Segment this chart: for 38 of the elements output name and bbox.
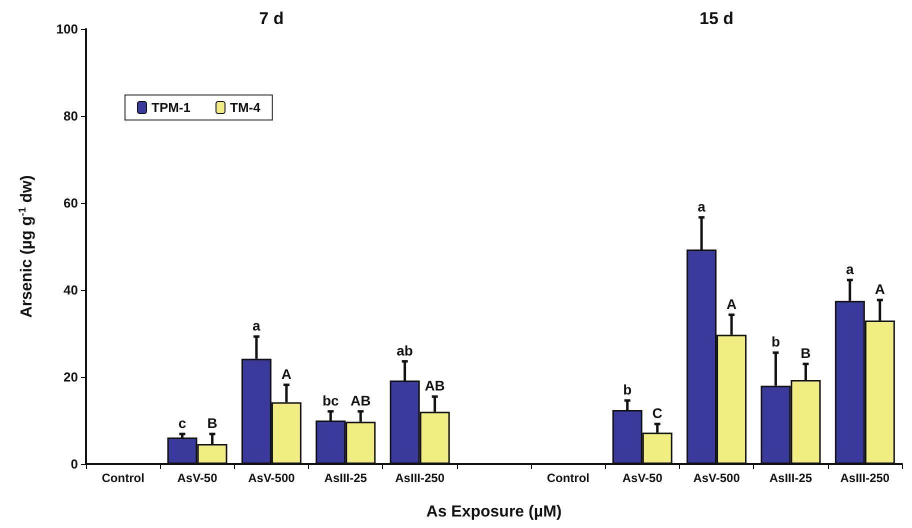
legend-label: TM-4: [230, 100, 262, 115]
y-tick-label: 40: [64, 282, 78, 298]
data-label: a: [252, 318, 261, 334]
y-tick-label: 20: [64, 370, 78, 384]
y-tick-label: 60: [64, 196, 78, 210]
y-tick-label: 0: [70, 456, 78, 472]
legend-label: TPM-1: [152, 100, 190, 115]
data-label: a: [698, 198, 706, 214]
x-tick-label: AsV-50: [177, 471, 218, 485]
data-label: a: [846, 260, 854, 277]
text: 15 d: [700, 9, 734, 28]
data-label: A: [281, 366, 292, 382]
data-label: ab: [396, 342, 413, 358]
text: 7 d: [259, 9, 284, 28]
x-axis-title: As Exposure (µM): [426, 504, 562, 520]
data-label: bc: [322, 392, 340, 408]
x-tick-label: AsIII-250: [840, 471, 890, 485]
data-label: b: [623, 381, 632, 398]
data-label: b: [771, 334, 780, 350]
data-label: A: [726, 296, 737, 312]
x-tick-label: AsIII-25: [769, 471, 812, 485]
data-label: C: [652, 404, 662, 421]
x-tick-label: AsV-500: [248, 471, 296, 485]
x-tick-label: Control: [102, 471, 144, 485]
x-tick-label: Control: [546, 471, 590, 485]
y-tick-label: 80: [64, 108, 78, 124]
data-label: A: [874, 281, 885, 298]
data-label: AB: [424, 378, 445, 394]
y-tick-label: 100: [56, 22, 78, 36]
data-label: AB: [350, 392, 371, 408]
x-tick-label: AsV-500: [693, 471, 740, 485]
y-axis-title: Arsenic (µg g-1 dw): [18, 175, 36, 318]
data-label: B: [207, 414, 218, 431]
data-label: B: [800, 344, 811, 361]
data-label: c: [178, 414, 186, 431]
x-tick-label: AsIII-25: [324, 471, 368, 485]
x-tick-label: AsIII-250: [395, 471, 445, 485]
x-tick-label: AsV-50: [622, 471, 663, 485]
